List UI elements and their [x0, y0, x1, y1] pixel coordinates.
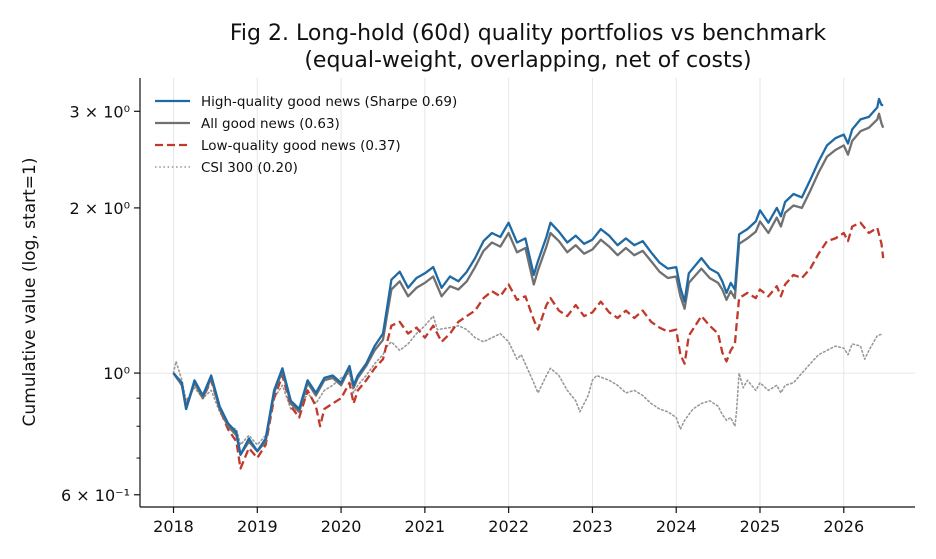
x-tick-label: 2026 — [823, 517, 864, 536]
chart-subtitle: (equal-weight, overlapping, net of costs… — [304, 48, 751, 73]
series-line-3 — [172, 315, 884, 446]
x-tick-label: 2023 — [572, 517, 613, 536]
series-lines — [172, 97, 885, 470]
x-tick-label: 2024 — [656, 517, 697, 536]
legend: High-quality good news (Sharpe 0.69) All … — [155, 94, 457, 176]
x-tick-label: 2019 — [237, 517, 278, 536]
y-tick-label: 10⁰ — [103, 364, 130, 383]
legend-label: High-quality good news (Sharpe 0.69) — [201, 94, 457, 110]
series-line-2 — [172, 221, 885, 470]
x-tick-label: 2021 — [405, 517, 446, 536]
y-tick-label: 2 × 10⁰ — [69, 199, 130, 218]
y-tick-label: 3 × 10⁰ — [69, 102, 130, 121]
y-tick-label: 6 × 10⁻¹ — [61, 486, 130, 505]
legend-label: Low-quality good news (0.37) — [201, 138, 401, 154]
y-axis-label: Cumulative value (log, start=1) — [20, 158, 40, 427]
chart-title: Fig 2. Long-hold (60d) quality portfolio… — [230, 21, 826, 46]
grid-lines — [140, 78, 915, 507]
series-line-0 — [172, 97, 884, 456]
x-tick-label: 2022 — [488, 517, 529, 536]
legend-label: All good news (0.63) — [201, 116, 340, 132]
y-axis-ticks: 6 × 10⁻¹ 10⁰ 2 × 10⁰ 3 × 10⁰ — [61, 102, 140, 505]
x-axis-ticks: 2018 2019 2020 2021 2022 2023 2024 2025 2026 — [153, 507, 864, 536]
x-tick-label: 2018 — [153, 517, 194, 536]
legend-label: CSI 300 (0.20) — [201, 160, 298, 176]
x-tick-label: 2025 — [740, 517, 781, 536]
x-tick-label: 2020 — [321, 517, 362, 536]
